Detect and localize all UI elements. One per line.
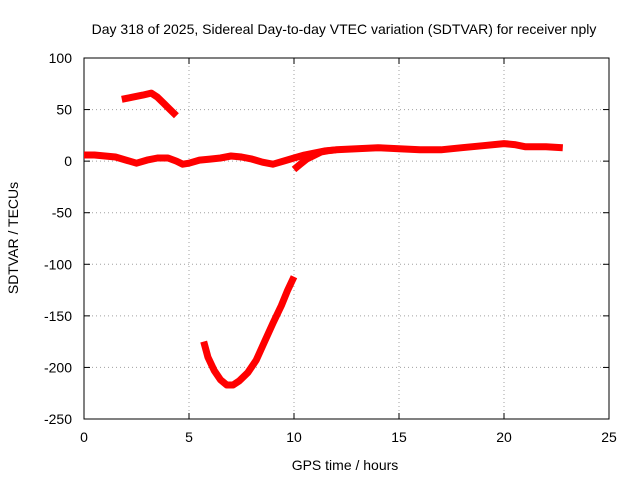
y-tick-label: -250	[44, 411, 72, 427]
plot-frame	[83, 57, 610, 420]
y-tick-label: -150	[44, 308, 72, 324]
y-axis-label: SDTVAR / TECUs	[5, 182, 21, 294]
y-tick-label: -200	[44, 359, 72, 375]
satellite-track-rising	[291, 146, 337, 173]
satellite-track-high	[121, 89, 179, 119]
y-tick-label: 50	[56, 102, 72, 118]
y-tick-label: 100	[49, 50, 73, 66]
x-tick-label: 25	[601, 429, 617, 445]
x-tick-label: 15	[391, 429, 407, 445]
satellite-track-main	[84, 140, 564, 168]
chart-title: Day 318 of 2025, Sidereal Day-to-day VTE…	[92, 21, 597, 37]
data-series	[84, 89, 564, 389]
y-tick-label: -50	[52, 205, 72, 221]
x-axis-label: GPS time / hours	[292, 457, 399, 473]
grid-lines	[84, 58, 609, 419]
x-tick-label: 5	[185, 429, 193, 445]
x-tick-label: 0	[80, 429, 88, 445]
y-axis: 100 50 0 -50 -100 -150 -200 -250	[44, 50, 609, 427]
y-tick-label: -100	[44, 256, 72, 272]
x-tick-label: 20	[496, 429, 512, 445]
x-tick-label: 10	[286, 429, 302, 445]
y-tick-label: 0	[64, 153, 72, 169]
satellite-track-low	[200, 275, 298, 389]
x-axis: 0 5 10 15 20 25	[80, 58, 617, 445]
